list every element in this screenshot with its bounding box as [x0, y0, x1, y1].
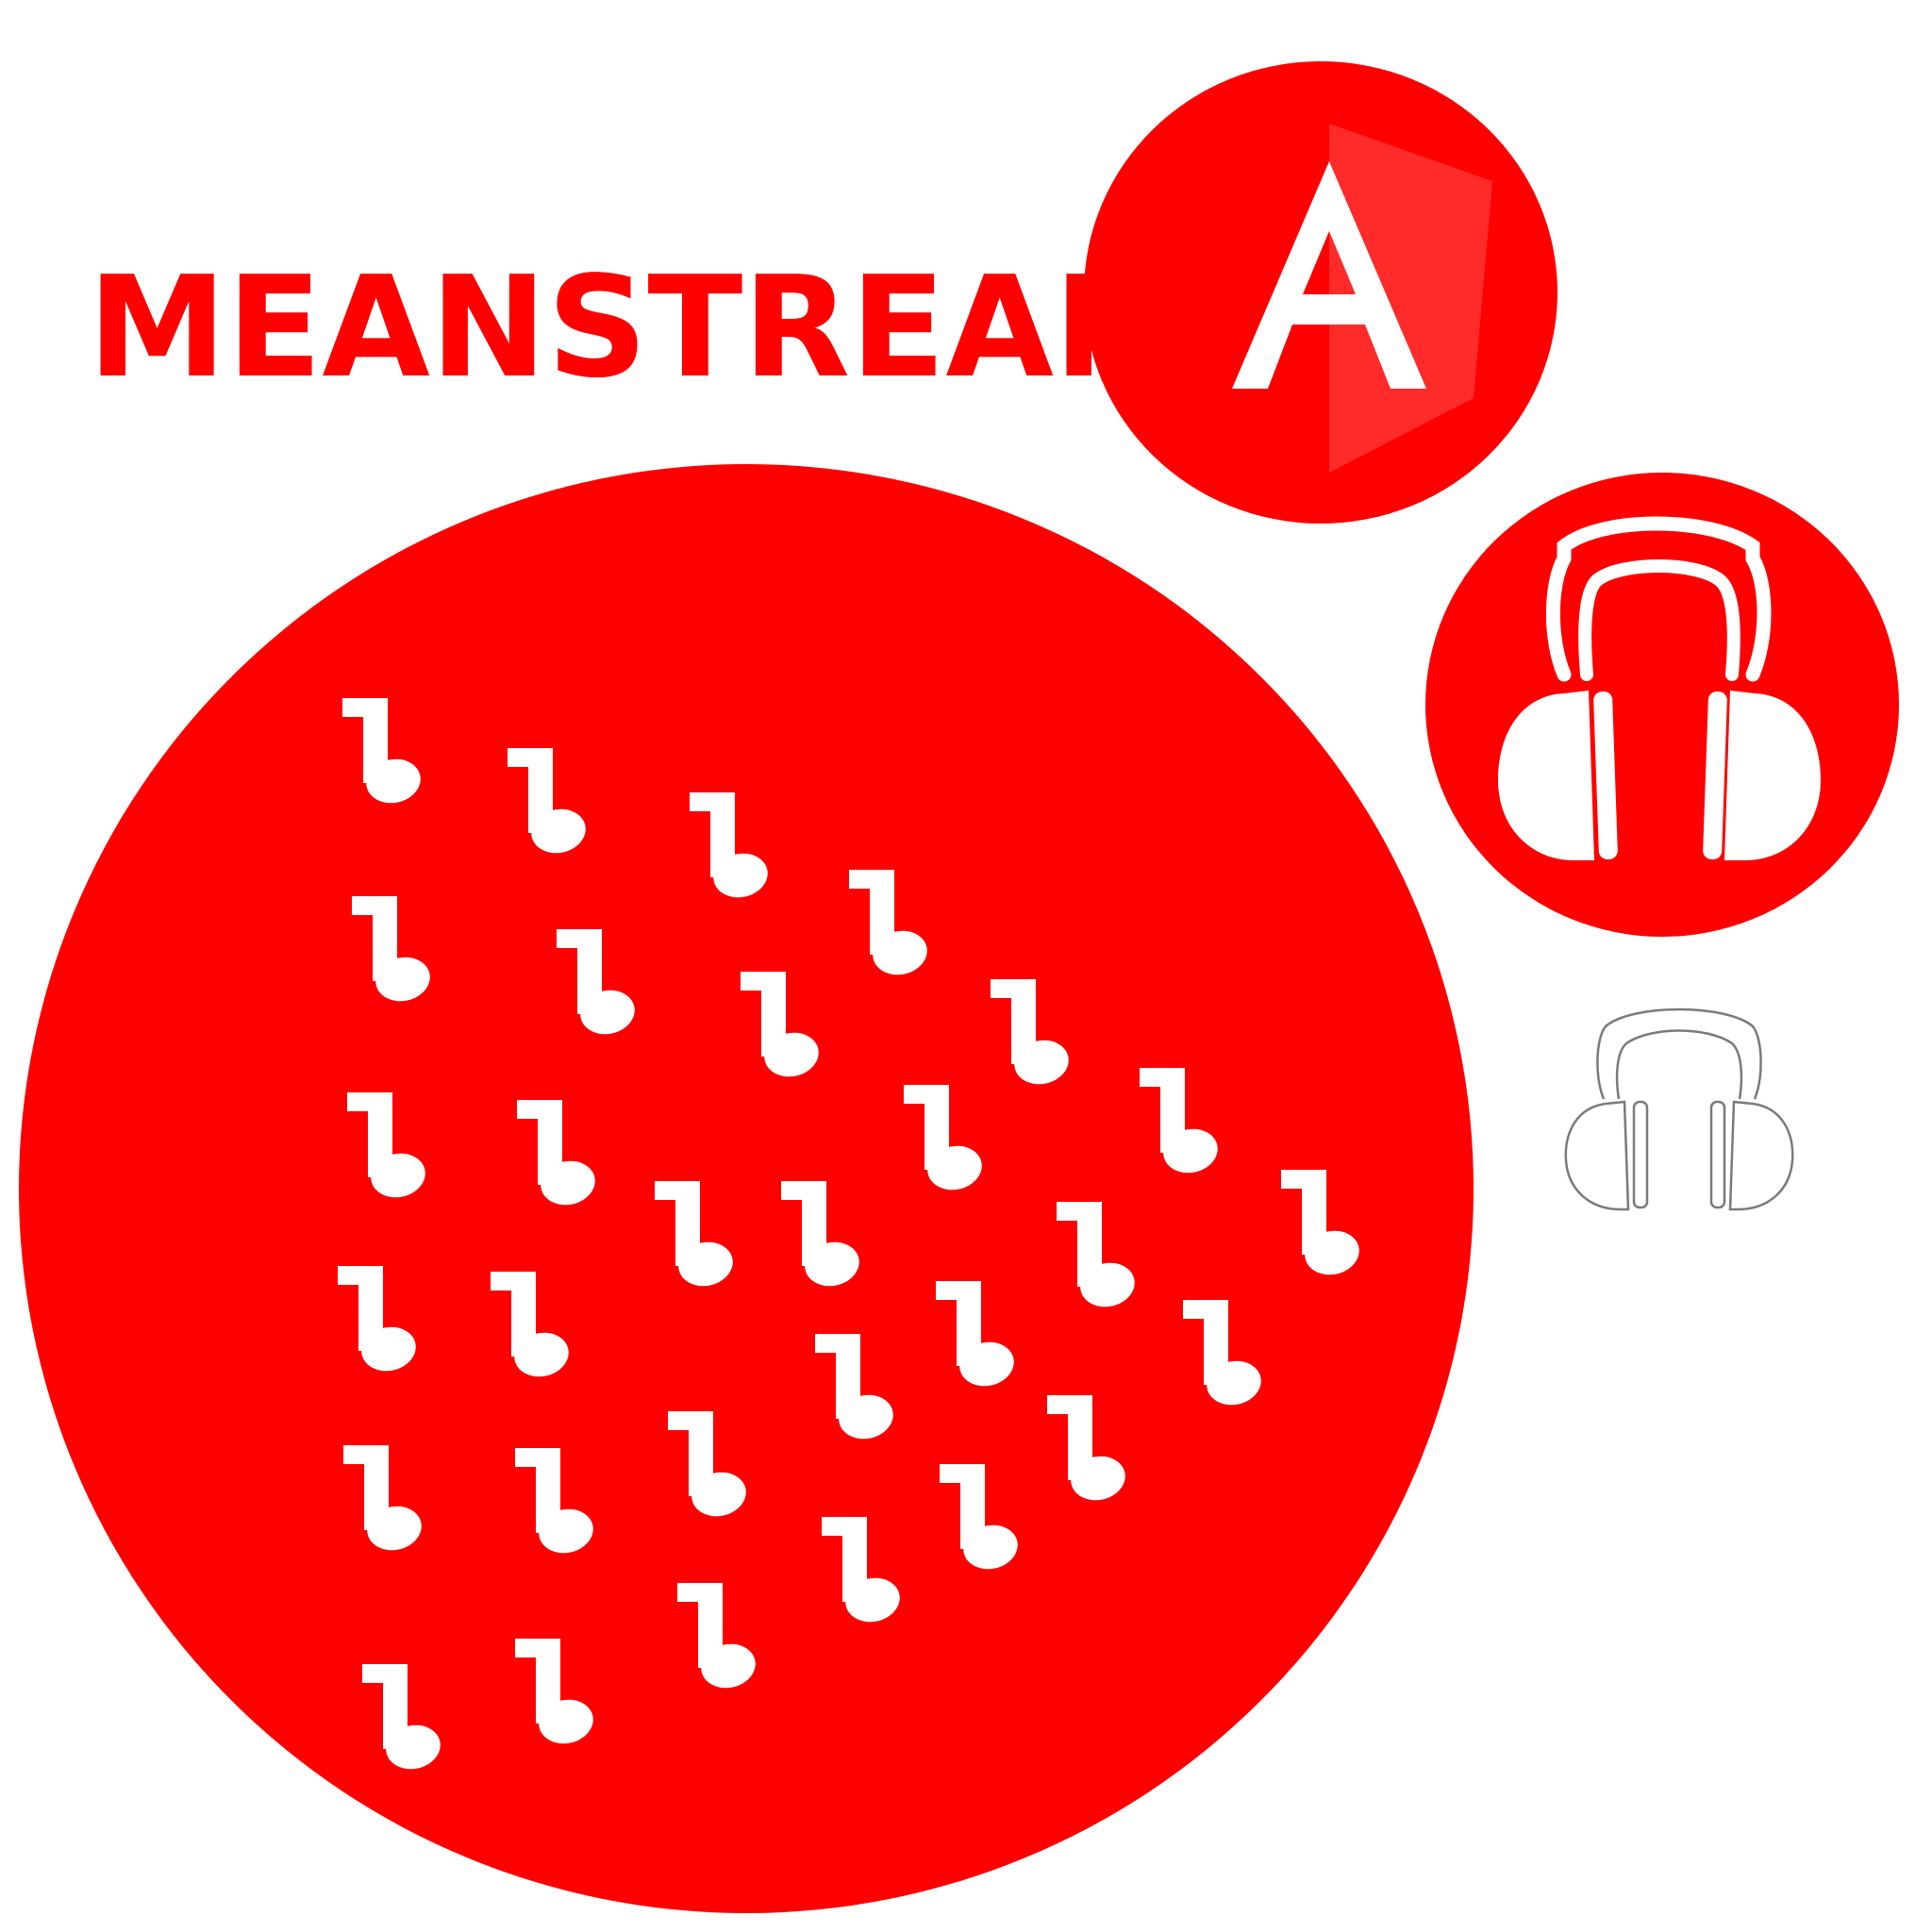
letter-a-logo-icon — [1232, 161, 1426, 389]
notes-disc — [19, 464, 1474, 1913]
logo-badge-circle — [1084, 61, 1557, 524]
headphones-badge-circle — [1425, 473, 1899, 937]
headphones-badge — [1425, 473, 1899, 937]
headphones-outline-icon — [1564, 1008, 1794, 1211]
logo-shield-shade — [1329, 124, 1492, 473]
notes-disc-circle — [19, 464, 1474, 1913]
logo-badge: A — [1084, 61, 1557, 524]
brand-title: MEANSTREAM — [88, 246, 1193, 408]
headphones-icon — [1498, 516, 1821, 860]
